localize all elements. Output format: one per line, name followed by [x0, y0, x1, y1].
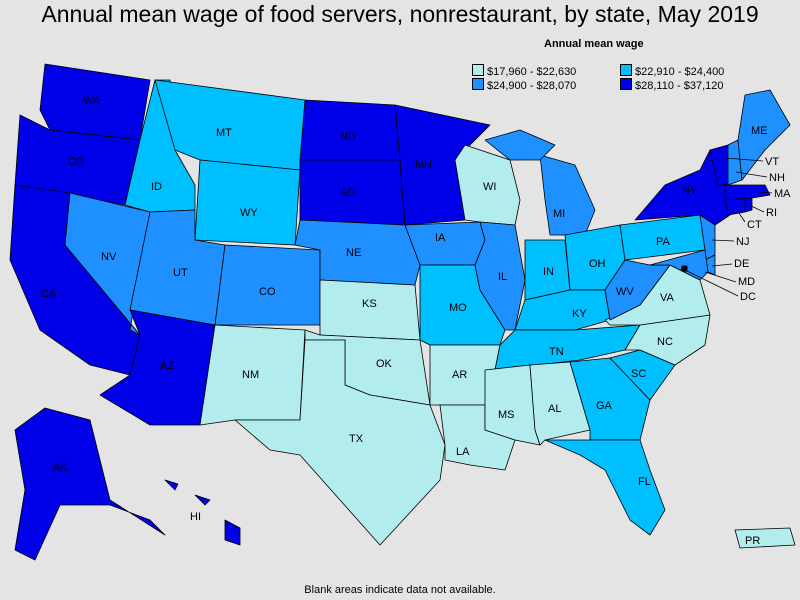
legend-item-bin-3: $24,900 - $28,070 — [472, 78, 576, 92]
label-ND: ND — [340, 131, 356, 143]
state-ME — [737, 89, 791, 181]
label-IN: IN — [543, 266, 554, 278]
label-KY: KY — [572, 308, 587, 320]
legend-item-bin-4: $28,110 - $37,120 — [620, 78, 723, 92]
state-KS — [319, 279, 421, 341]
label-MO: MO — [449, 302, 467, 314]
label-OR: OR — [68, 156, 85, 168]
state-MD — [649, 249, 709, 281]
state-ND — [299, 99, 401, 161]
state-MI — [484, 129, 556, 161]
legend-swatch — [620, 64, 632, 76]
label-WV: WV — [616, 286, 634, 298]
label-MA: MA — [774, 188, 791, 200]
label-AL: AL — [548, 403, 561, 415]
label-NH: NH — [769, 172, 785, 184]
label-VA: VA — [660, 292, 675, 304]
state-FL — [544, 439, 666, 536]
label-LA: LA — [456, 446, 470, 458]
state-RI — [744, 197, 753, 213]
label-IA: IA — [435, 232, 446, 244]
label-WI: WI — [483, 181, 496, 193]
label-MI: MI — [553, 208, 565, 220]
label-TX: TX — [349, 433, 364, 445]
label-WY: WY — [240, 207, 258, 219]
label-GA: GA — [596, 400, 613, 412]
label-WA: WA — [83, 95, 101, 107]
state-MA — [724, 184, 771, 201]
label-NE: NE — [346, 247, 361, 259]
label-AK: AK — [53, 462, 68, 474]
label-KS: KS — [362, 298, 377, 310]
label-CO: CO — [259, 286, 276, 298]
label-ME: ME — [751, 125, 768, 137]
legend-label: $17,960 - $22,630 — [487, 66, 577, 78]
map-title: Annual mean wage of food servers, nonres… — [41, 1, 759, 27]
state-AK — [14, 407, 166, 561]
label-SC: SC — [631, 368, 646, 380]
legend-label: $24,900 - $28,070 — [487, 80, 577, 92]
state-ID — [124, 79, 196, 213]
label-NM: NM — [242, 369, 259, 381]
label-MD: MD — [738, 276, 755, 288]
label-PR: PR — [745, 535, 760, 547]
legend-swatch — [472, 64, 484, 76]
footnote: Blank areas indicate data not available. — [304, 584, 496, 596]
state-WY — [194, 159, 301, 246]
label-FL: FL — [638, 476, 651, 488]
state-WI — [454, 144, 521, 226]
label-CT: CT — [747, 219, 762, 231]
legend-item-bin-1: $17,960 - $22,630 — [472, 64, 576, 78]
label-ID: ID — [151, 181, 162, 193]
label-NY: NY — [682, 185, 698, 197]
label-AZ: AZ — [160, 360, 174, 372]
label-SD: SD — [340, 187, 355, 199]
label-IL: IL — [498, 271, 507, 283]
label-NV: NV — [101, 251, 117, 263]
state-CT — [724, 197, 746, 216]
label-CA: CA — [41, 288, 57, 300]
label-UT: UT — [173, 267, 188, 279]
label-MT: MT — [216, 127, 232, 139]
legend-title: Annual mean wage — [544, 38, 644, 50]
label-DE: DE — [734, 258, 749, 270]
label-MN: MN — [415, 159, 432, 171]
legend-item-bin-2: $22,910 - $24,400 — [620, 64, 724, 78]
state-CO — [214, 244, 321, 326]
legend-label: $22,910 - $24,400 — [635, 66, 725, 78]
label-OK: OK — [376, 358, 393, 370]
dc-marker — [681, 266, 687, 272]
label-MS: MS — [498, 409, 515, 421]
label-RI: RI — [766, 207, 777, 219]
legend-swatch — [472, 78, 484, 90]
label-NC: NC — [657, 336, 673, 348]
label-AR: AR — [452, 369, 467, 381]
label-DC: DC — [740, 291, 756, 303]
state-MI — [539, 154, 596, 236]
label-PA: PA — [656, 236, 671, 248]
legend-swatch — [620, 78, 632, 90]
label-TN: TN — [549, 346, 564, 358]
label-OH: OH — [589, 258, 606, 270]
label-NJ: NJ — [736, 236, 749, 248]
label-VT: VT — [765, 156, 779, 168]
state-TX — [234, 339, 446, 546]
state-HI — [164, 479, 241, 546]
label-HI: HI — [190, 511, 201, 523]
state-PR — [734, 527, 796, 549]
state-IL — [474, 221, 526, 331]
legend-label: $28,110 - $37,120 — [635, 80, 724, 92]
state-NV — [64, 192, 151, 336]
